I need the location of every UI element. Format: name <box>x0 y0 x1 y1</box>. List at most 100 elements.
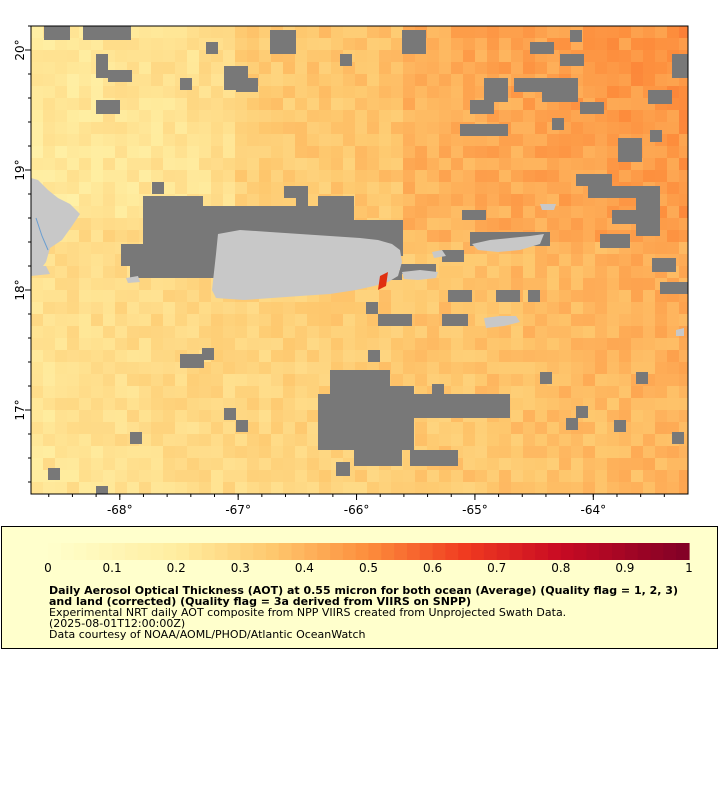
aot-cell <box>415 326 427 338</box>
aot-cell <box>259 134 271 146</box>
aot-cell <box>679 110 688 122</box>
aot-cell <box>667 122 679 134</box>
aot-cell <box>163 98 175 110</box>
aot-cell <box>307 434 319 446</box>
aot-cell <box>259 470 271 482</box>
aot-cell <box>403 86 415 98</box>
aot-cell <box>487 278 499 290</box>
aot-cell <box>631 170 643 182</box>
aot-cell <box>571 434 583 446</box>
aot-cell <box>367 206 379 218</box>
aot-cell <box>379 290 391 302</box>
aot-cell <box>631 86 643 98</box>
aot-cell <box>427 278 439 290</box>
nodata-cell <box>340 54 352 66</box>
aot-cell <box>631 302 643 314</box>
aot-cell <box>103 386 115 398</box>
aot-cell <box>679 422 688 434</box>
aot-cell <box>271 326 283 338</box>
aot-cell <box>499 50 511 62</box>
aot-cell <box>91 386 103 398</box>
aot-cell <box>643 338 655 350</box>
lat-tick-label: 20° <box>13 39 27 60</box>
nodata-cell <box>130 250 214 278</box>
aot-cell <box>439 230 451 242</box>
aot-cell <box>151 314 163 326</box>
colorbar-ticks: 0 0.1 0.2 0.3 0.4 0.5 0.6 0.7 0.8 0.9 1 <box>44 561 693 575</box>
aot-cell <box>115 230 127 242</box>
nodata-cell <box>618 138 642 162</box>
aot-cell <box>235 434 247 446</box>
aot-cell <box>187 398 199 410</box>
aot-cell <box>451 110 463 122</box>
aot-cell <box>343 74 355 86</box>
aot-cell <box>271 194 283 206</box>
aot-cell <box>319 314 331 326</box>
aot-cell <box>211 98 223 110</box>
aot-cell <box>403 362 415 374</box>
aot-cell <box>499 158 511 170</box>
aot-cell <box>247 446 259 458</box>
aot-cell <box>511 446 523 458</box>
aot-cell <box>331 110 343 122</box>
aot-cell <box>559 458 571 470</box>
colorbar-swatch <box>214 543 229 560</box>
aot-cell <box>415 314 427 326</box>
aot-cell <box>43 326 55 338</box>
aot-cell <box>115 290 127 302</box>
aot-cell <box>511 386 523 398</box>
aot-cell <box>235 338 247 350</box>
aot-cell <box>127 398 139 410</box>
aot-cell <box>367 38 379 50</box>
aot-cell <box>391 194 403 206</box>
aot-cell <box>487 206 499 218</box>
aot-cell <box>487 374 499 386</box>
aot-cell <box>619 374 631 386</box>
aot-cell <box>511 134 523 146</box>
aot-cell <box>187 326 199 338</box>
aot-cell <box>211 314 223 326</box>
aot-cell <box>271 458 283 470</box>
aot-cell <box>487 218 499 230</box>
aot-cell <box>535 122 547 134</box>
aot-cell <box>643 446 655 458</box>
aot-cell <box>259 374 271 386</box>
aot-cell <box>415 278 427 290</box>
aot-cell <box>595 50 607 62</box>
aot-cell <box>655 482 667 494</box>
aot-cell <box>595 326 607 338</box>
aot-cell <box>31 158 43 170</box>
aot-cell <box>175 98 187 110</box>
aot-cell <box>511 398 523 410</box>
colorbar-swatch <box>547 543 562 560</box>
aot-cell <box>307 326 319 338</box>
aot-cell <box>319 122 331 134</box>
aot-cell <box>559 386 571 398</box>
aot-cell <box>475 266 487 278</box>
aot-cell <box>175 410 187 422</box>
aot-cell <box>199 278 211 290</box>
aot-cell <box>463 482 475 494</box>
aot-cell <box>283 410 295 422</box>
aot-cell <box>511 122 523 134</box>
aot-cell <box>235 410 247 422</box>
aot-cell <box>271 314 283 326</box>
aot-cell <box>559 134 571 146</box>
aot-cell <box>379 482 391 494</box>
aot-cell <box>295 146 307 158</box>
aot-cell <box>199 182 211 194</box>
aot-cell <box>367 74 379 86</box>
aot-cell <box>427 326 439 338</box>
aot-cell <box>571 386 583 398</box>
aot-cell <box>511 62 523 74</box>
aot-cell <box>427 74 439 86</box>
aot-cell <box>595 386 607 398</box>
colorbar-swatch <box>483 543 498 560</box>
aot-cell <box>223 374 235 386</box>
aot-cell <box>175 110 187 122</box>
aot-cell <box>211 410 223 422</box>
aot-cell <box>559 242 571 254</box>
aot-cell <box>463 374 475 386</box>
aot-cell <box>679 386 688 398</box>
aot-cell <box>127 422 139 434</box>
